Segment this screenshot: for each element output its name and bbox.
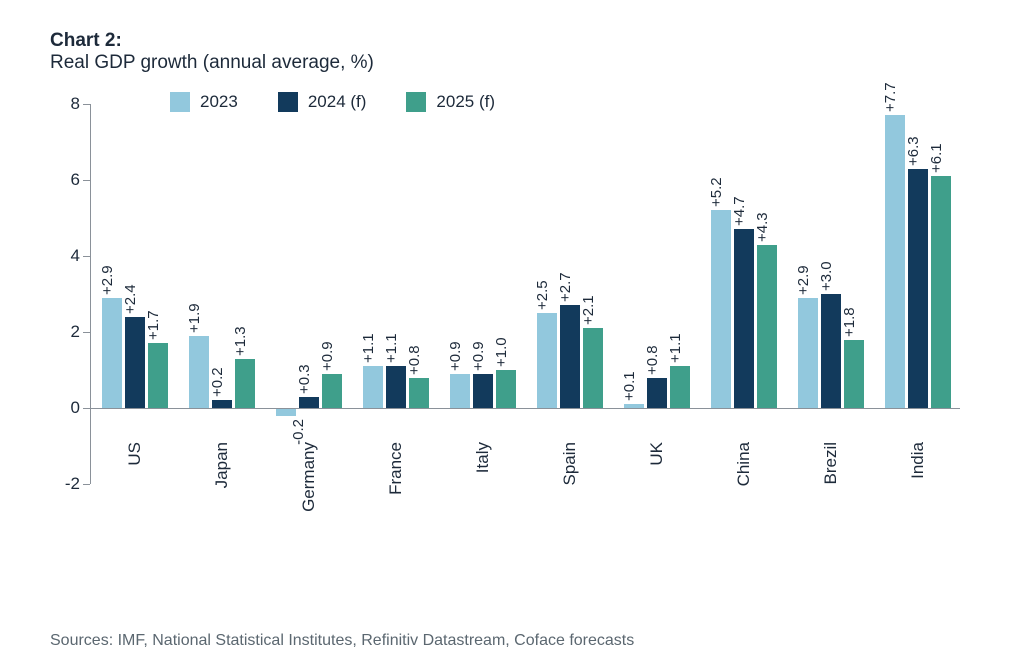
y-tick-mark [83,180,90,181]
bar: +1.1 [363,366,383,408]
category-label: US [125,442,145,466]
bar-value-label: +2.4 [122,284,139,314]
bar: +2.1 [583,328,603,408]
y-tick-mark [83,332,90,333]
y-tick-label: 4 [50,246,80,266]
bar-value-label: +5.2 [708,178,725,208]
category-label: Spain [560,442,580,485]
legend-item: 2025 (f) [406,92,495,112]
y-tick-label: 0 [50,398,80,418]
bar: +6.3 [908,169,928,408]
legend-item: 2023 [170,92,238,112]
bar: +0.2 [212,400,232,408]
bar-value-label: +7.7 [882,83,899,113]
gdp-bar-chart: 20232024 (f)2025 (f) +2.9+2.4+1.7US+1.9+… [50,84,970,554]
bar-value-label: +4.7 [731,197,748,227]
bar: +1.3 [235,359,255,408]
bar: +0.9 [450,374,470,408]
chart-title: Real GDP growth (annual average, %) [50,52,984,74]
bar-value-label: +6.3 [905,136,922,166]
bar-value-label: +1.1 [667,334,684,364]
plot-area: +2.9+2.4+1.7US+1.9+0.2+1.3Japan-0.2+0.3+… [90,104,960,484]
category-label: UK [647,442,667,466]
source-text: Sources: IMF, National Statistical Insti… [50,632,634,650]
bar-value-label: +6.1 [928,144,945,174]
legend-label: 2024 (f) [308,92,367,112]
y-tick-mark [83,104,90,105]
legend-swatch [406,92,426,112]
bar: +4.3 [757,245,777,408]
bar-value-label: +2.9 [99,265,116,295]
bar: +3.0 [821,294,841,408]
bar-value-label: +2.5 [534,280,551,310]
legend-label: 2025 (f) [436,92,495,112]
y-tick-label: -2 [50,474,80,494]
bar: +0.9 [322,374,342,408]
category-label: Japan [212,442,232,488]
bar-value-label: +2.7 [557,273,574,303]
bar-value-label: +1.7 [145,311,162,341]
bar-value-label: +1.1 [360,334,377,364]
bar: +0.8 [409,378,429,408]
category-label: India [908,442,928,479]
bar-value-label: +0.9 [447,341,464,371]
category-label: Brezil [821,442,841,485]
bar: +6.1 [931,176,951,408]
legend-label: 2023 [200,92,238,112]
bar: +0.3 [299,397,319,408]
bar: +0.8 [647,378,667,408]
bar: +2.4 [125,317,145,408]
bar: +1.0 [496,370,516,408]
bar: +7.7 [885,115,905,408]
bar-value-label: +0.8 [406,345,423,375]
category-label: France [386,442,406,495]
y-tick-mark [83,408,90,409]
y-tick-label: 8 [50,94,80,114]
bar: +5.2 [711,210,731,408]
y-tick-label: 6 [50,170,80,190]
bar-value-label: +2.9 [795,265,812,295]
legend-item: 2024 (f) [278,92,367,112]
legend: 2023 2024 (f) 2025 (f) [170,92,495,112]
bar: +1.1 [386,366,406,408]
bar-value-label: +0.1 [621,372,638,402]
chart-number: Chart 2: [50,30,984,52]
bar: +2.5 [537,313,557,408]
bar-value-label: +4.3 [754,212,771,242]
bar-value-label: +0.2 [209,368,226,398]
bar-value-label: +1.3 [232,326,249,356]
bar-value-label: +1.8 [841,307,858,337]
bar: +2.9 [798,298,818,408]
bar-value-label: +0.9 [470,341,487,371]
y-tick-label: 2 [50,322,80,342]
chart-header: Chart 2: Real GDP growth (annual average… [50,30,984,74]
bar: -0.2 [276,408,296,416]
bar-value-label: +0.8 [644,345,661,375]
bar-value-label: +1.1 [383,334,400,364]
bar-value-label: +0.3 [296,364,313,394]
bar: +4.7 [734,229,754,408]
y-axis-line [90,104,91,484]
bar-value-label: +0.9 [319,341,336,371]
bar: +2.9 [102,298,122,408]
x-axis-line [90,408,960,409]
legend-swatch [278,92,298,112]
bar-value-label: +2.1 [580,296,597,326]
bar-value-label: +1.0 [493,337,510,367]
bar: +1.8 [844,340,864,408]
bar-value-label: +1.9 [186,303,203,333]
category-label: China [734,442,754,486]
bar: +0.9 [473,374,493,408]
bar: +1.9 [189,336,209,408]
bar: +1.1 [670,366,690,408]
y-tick-mark [83,484,90,485]
category-label: Germany [299,442,319,512]
category-label: Italy [473,442,493,473]
bar: +2.7 [560,305,580,408]
bar-value-label: -0.2 [290,416,307,445]
bar: +1.7 [148,343,168,408]
bar-value-label: +3.0 [818,261,835,291]
y-tick-mark [83,256,90,257]
legend-swatch [170,92,190,112]
